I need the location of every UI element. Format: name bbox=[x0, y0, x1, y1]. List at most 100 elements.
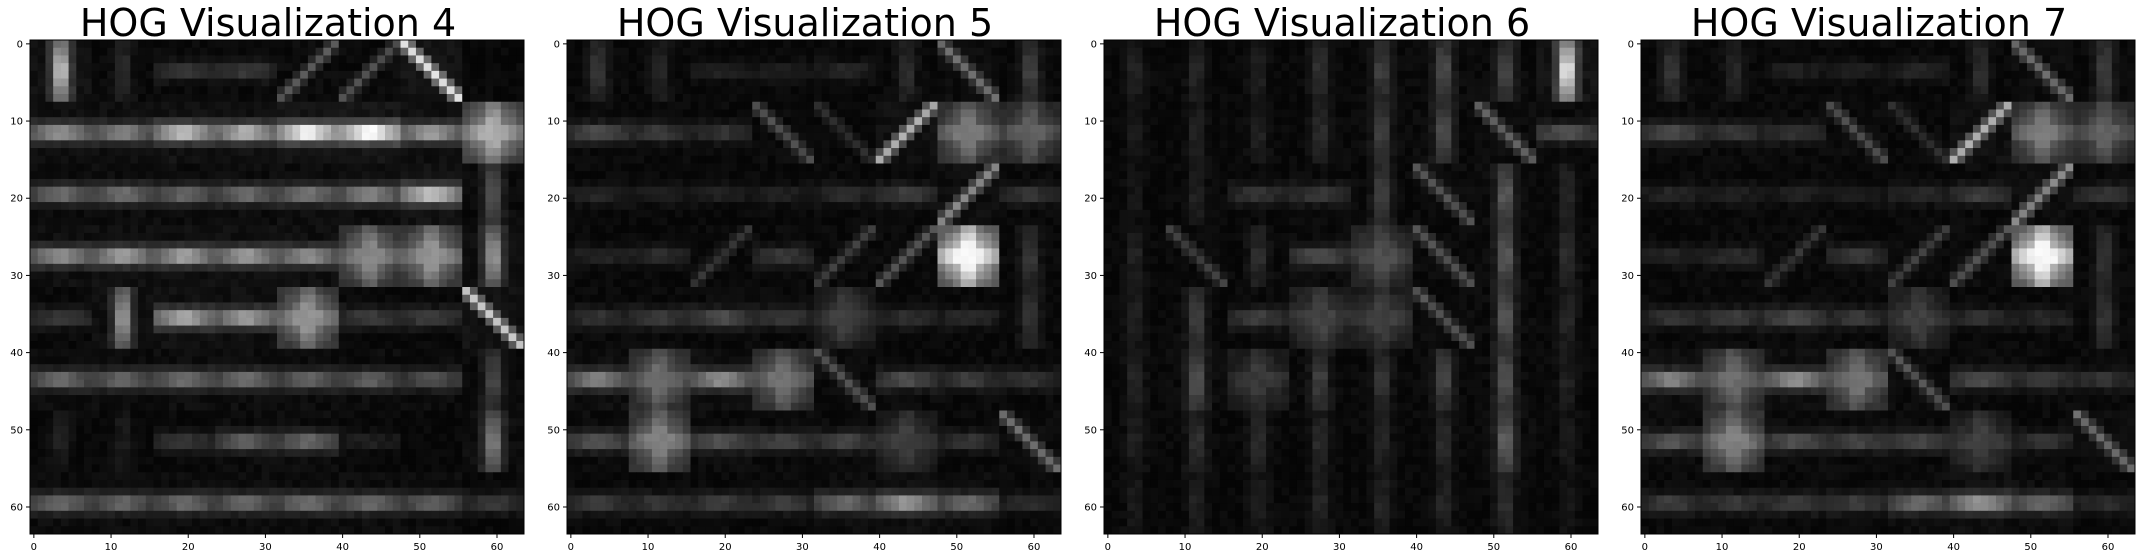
hog-pixel bbox=[783, 86, 792, 95]
hog-pixel bbox=[176, 395, 185, 404]
hog-pixel bbox=[30, 263, 39, 272]
hog-pixel bbox=[439, 433, 448, 442]
hog-pixel bbox=[385, 503, 394, 512]
hog-pixel bbox=[446, 140, 455, 149]
hog-pixel bbox=[277, 140, 286, 149]
hog-pixel bbox=[377, 209, 386, 218]
hog-pixel bbox=[176, 155, 185, 164]
hog-pixel bbox=[199, 387, 208, 396]
hog-pixel bbox=[122, 456, 131, 465]
hog-pixel bbox=[597, 86, 606, 95]
hog-pixel bbox=[153, 317, 162, 326]
hog-pixel bbox=[76, 487, 85, 496]
hog-pixel bbox=[107, 155, 116, 164]
hog-pixel bbox=[469, 348, 479, 357]
hog-pixel bbox=[439, 341, 448, 350]
hog-pixel bbox=[130, 410, 139, 419]
hog-pixel bbox=[253, 163, 262, 172]
hog-pixel bbox=[415, 433, 425, 442]
hog-pixel bbox=[516, 518, 525, 527]
hog-pixel bbox=[161, 364, 170, 373]
hog-pixel bbox=[469, 356, 479, 365]
hog-pixel bbox=[199, 70, 208, 79]
hog-pixel bbox=[590, 140, 599, 149]
hog-pixel bbox=[431, 526, 440, 535]
hog-pixel bbox=[215, 294, 224, 303]
hog-pixel bbox=[91, 433, 100, 442]
hog-pixel bbox=[346, 487, 355, 496]
hog-pixel bbox=[261, 63, 270, 72]
hog-pixel bbox=[261, 526, 270, 535]
hog-pixel bbox=[300, 217, 309, 226]
hog-pixel bbox=[91, 186, 100, 195]
hog-pixel bbox=[392, 256, 401, 265]
hog-pixel bbox=[176, 333, 185, 342]
hog-pixel bbox=[493, 209, 502, 218]
hog-pixel bbox=[122, 163, 131, 172]
hog-pixel bbox=[76, 124, 85, 133]
hog-pixel bbox=[122, 148, 131, 157]
hog-pixel bbox=[713, 78, 722, 87]
hog-pixel bbox=[207, 449, 216, 458]
hog-pixel bbox=[84, 479, 93, 489]
hog-pixel bbox=[644, 155, 653, 164]
hog-pixel bbox=[192, 503, 201, 512]
hog-pixel bbox=[408, 101, 417, 110]
hog-pixel bbox=[315, 263, 324, 272]
hog-pixel bbox=[415, 356, 425, 365]
hog-pixel bbox=[508, 348, 517, 357]
hog-pixel bbox=[253, 232, 262, 242]
hog-pixel bbox=[261, 279, 270, 288]
hog-pixel bbox=[269, 70, 278, 79]
hog-pixel bbox=[130, 63, 139, 72]
hog-pixel bbox=[621, 63, 630, 72]
hog-pixel bbox=[238, 433, 247, 442]
hog-pixel bbox=[153, 356, 162, 365]
hog-pixel bbox=[107, 55, 116, 64]
hog-pixel bbox=[821, 55, 830, 64]
hog-pixel bbox=[821, 70, 830, 79]
hog-pixel bbox=[667, 63, 676, 72]
hog-pixel bbox=[261, 433, 270, 442]
hog-pixel bbox=[300, 487, 309, 496]
hog-pixel bbox=[161, 248, 170, 257]
hog-pixel bbox=[176, 186, 185, 195]
hog-pixel bbox=[423, 456, 432, 465]
hog-pixel bbox=[145, 526, 154, 535]
hog-pixel bbox=[277, 171, 286, 180]
hog-pixel bbox=[246, 47, 255, 56]
hog-pixel bbox=[114, 186, 123, 195]
hog-pixel bbox=[369, 456, 378, 465]
hog-pixel bbox=[385, 287, 394, 296]
hog-pixel bbox=[30, 472, 39, 481]
hog-pixel bbox=[361, 94, 370, 103]
hog-pixel bbox=[230, 155, 239, 164]
hog-pixel bbox=[323, 55, 332, 64]
hog-pixel bbox=[462, 410, 471, 419]
hog-pixel bbox=[145, 140, 154, 149]
hog-pixel bbox=[392, 387, 401, 396]
hog-pixel bbox=[628, 47, 637, 56]
hog-pixel bbox=[292, 510, 301, 519]
hog-pixel bbox=[331, 510, 340, 519]
hog-pixel bbox=[500, 479, 509, 489]
hog-pixel bbox=[354, 209, 363, 218]
hog-pixel bbox=[192, 240, 201, 249]
hog-pixel bbox=[493, 479, 502, 489]
hog-pixel bbox=[369, 140, 378, 149]
hog-pixel bbox=[331, 287, 340, 296]
hog-pixel bbox=[323, 418, 332, 427]
hog-pixel bbox=[999, 94, 1008, 103]
hog-pixel bbox=[145, 178, 154, 188]
hog-pixel bbox=[338, 487, 347, 496]
hog-pixel bbox=[277, 248, 286, 257]
hog-pixel bbox=[91, 279, 100, 288]
hog-pixel bbox=[431, 163, 440, 172]
hog-pixel bbox=[253, 132, 262, 141]
hog-pixel bbox=[621, 117, 630, 126]
hog-pixel bbox=[392, 348, 401, 357]
hog-pixel bbox=[385, 449, 394, 458]
hog-pixel bbox=[574, 109, 583, 118]
hog-pixel bbox=[408, 94, 417, 103]
hog-pixel bbox=[454, 341, 463, 350]
